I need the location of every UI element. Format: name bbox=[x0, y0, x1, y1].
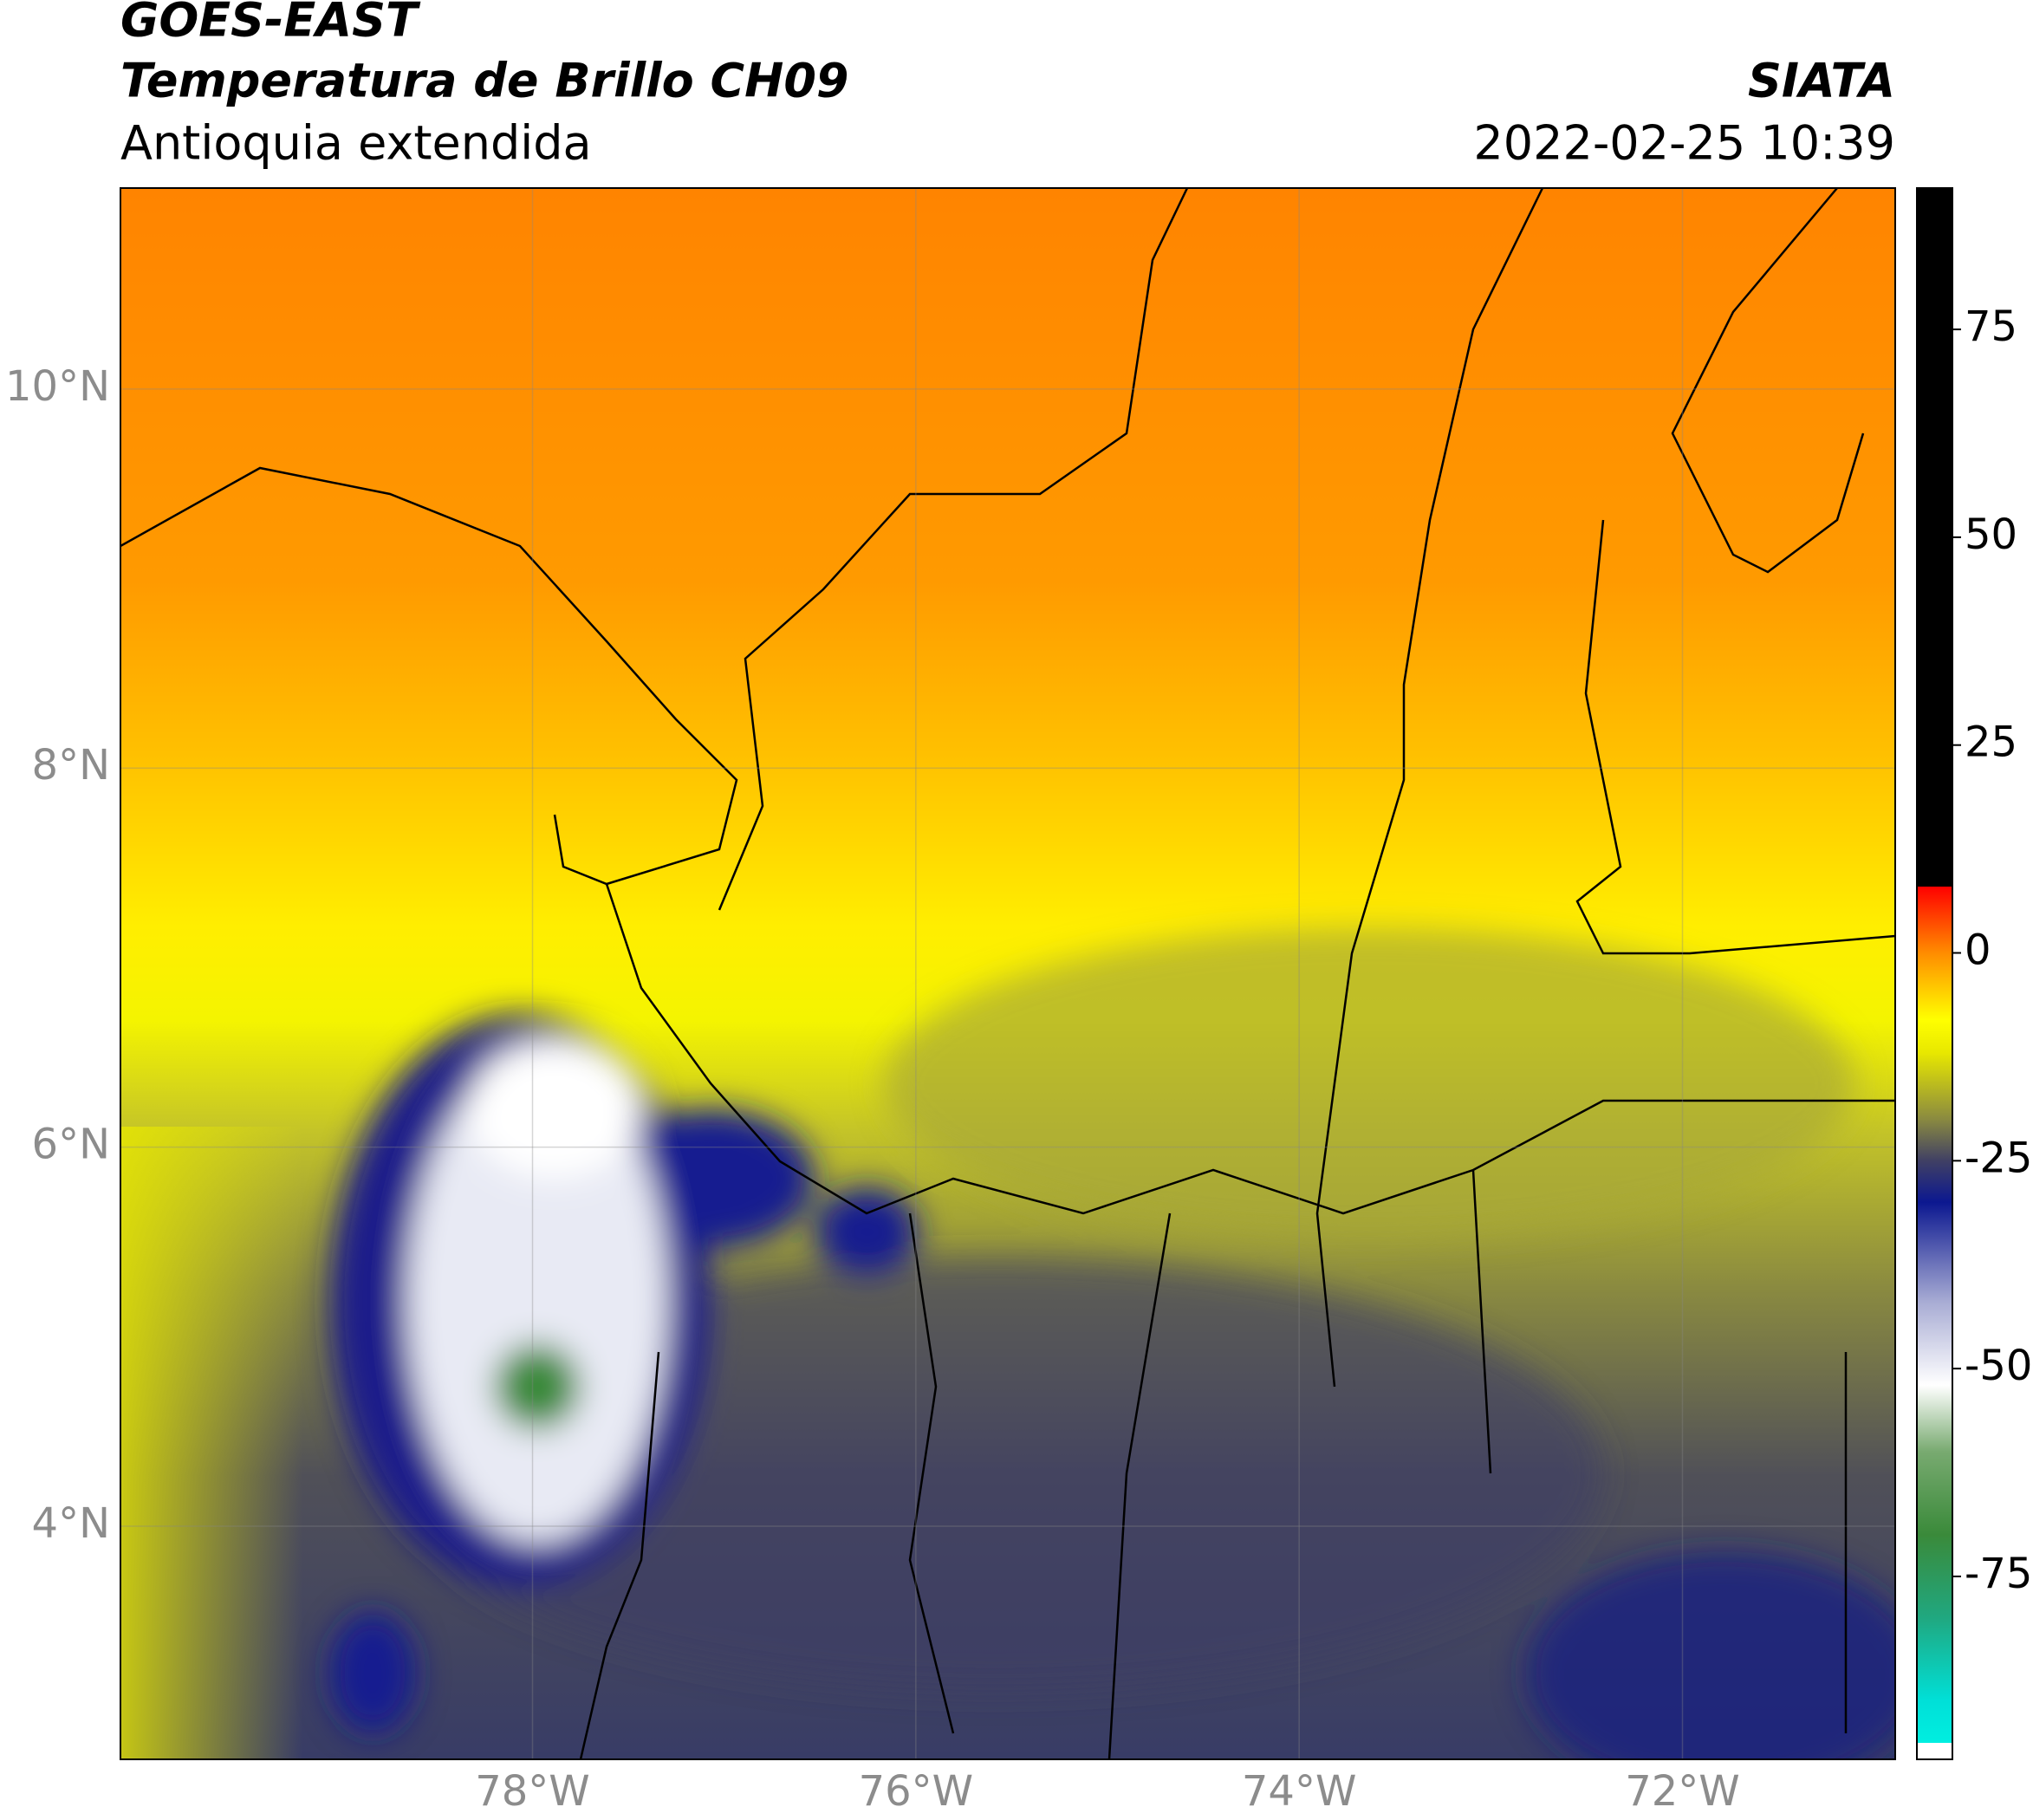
title: GOES-EAST bbox=[120, 0, 421, 48]
colorbar: 75 50 25 0 -25 -50 -75 bbox=[1916, 187, 2032, 1760]
x-tick-label: 76°W bbox=[859, 1767, 974, 1816]
y-tick-label: 8°N bbox=[32, 741, 110, 790]
colorbar-tick-label: 25 bbox=[1965, 718, 2017, 767]
datetime: 2022-02-25 10:39 bbox=[1473, 116, 1895, 171]
y-tick-label: 4°N bbox=[32, 1499, 110, 1548]
y-tick-label: 6°N bbox=[32, 1121, 110, 1169]
y-tick-label: 10°N bbox=[5, 362, 110, 411]
colorbar-tick-label: -75 bbox=[1965, 1550, 2032, 1598]
cloud-field bbox=[329, 927, 1895, 1759]
map-frame bbox=[120, 187, 1896, 1760]
colorbar-tick-label: -50 bbox=[1965, 1342, 2032, 1390]
colorbar-fill bbox=[1916, 187, 1953, 1760]
title: Temperatura de Brillo CH09 bbox=[120, 54, 849, 108]
map bbox=[120, 188, 1895, 1759]
colorbar-tick-label: 50 bbox=[1965, 510, 2017, 559]
boundaries bbox=[120, 188, 1895, 1759]
subtitle: Antioquia extendida bbox=[120, 116, 592, 171]
x-tick-label: 74°W bbox=[1242, 1767, 1357, 1816]
x-tick-label: 78°W bbox=[475, 1767, 590, 1816]
colorbar-tick-label: -25 bbox=[1965, 1134, 2032, 1182]
organization: SIATA bbox=[1748, 54, 1895, 108]
x-tick-label: 72°W bbox=[1625, 1767, 1740, 1816]
colorbar-tick-label: 0 bbox=[1965, 926, 1991, 975]
colorbar-tick-label: 75 bbox=[1965, 302, 2017, 351]
grid bbox=[120, 188, 1895, 1759]
